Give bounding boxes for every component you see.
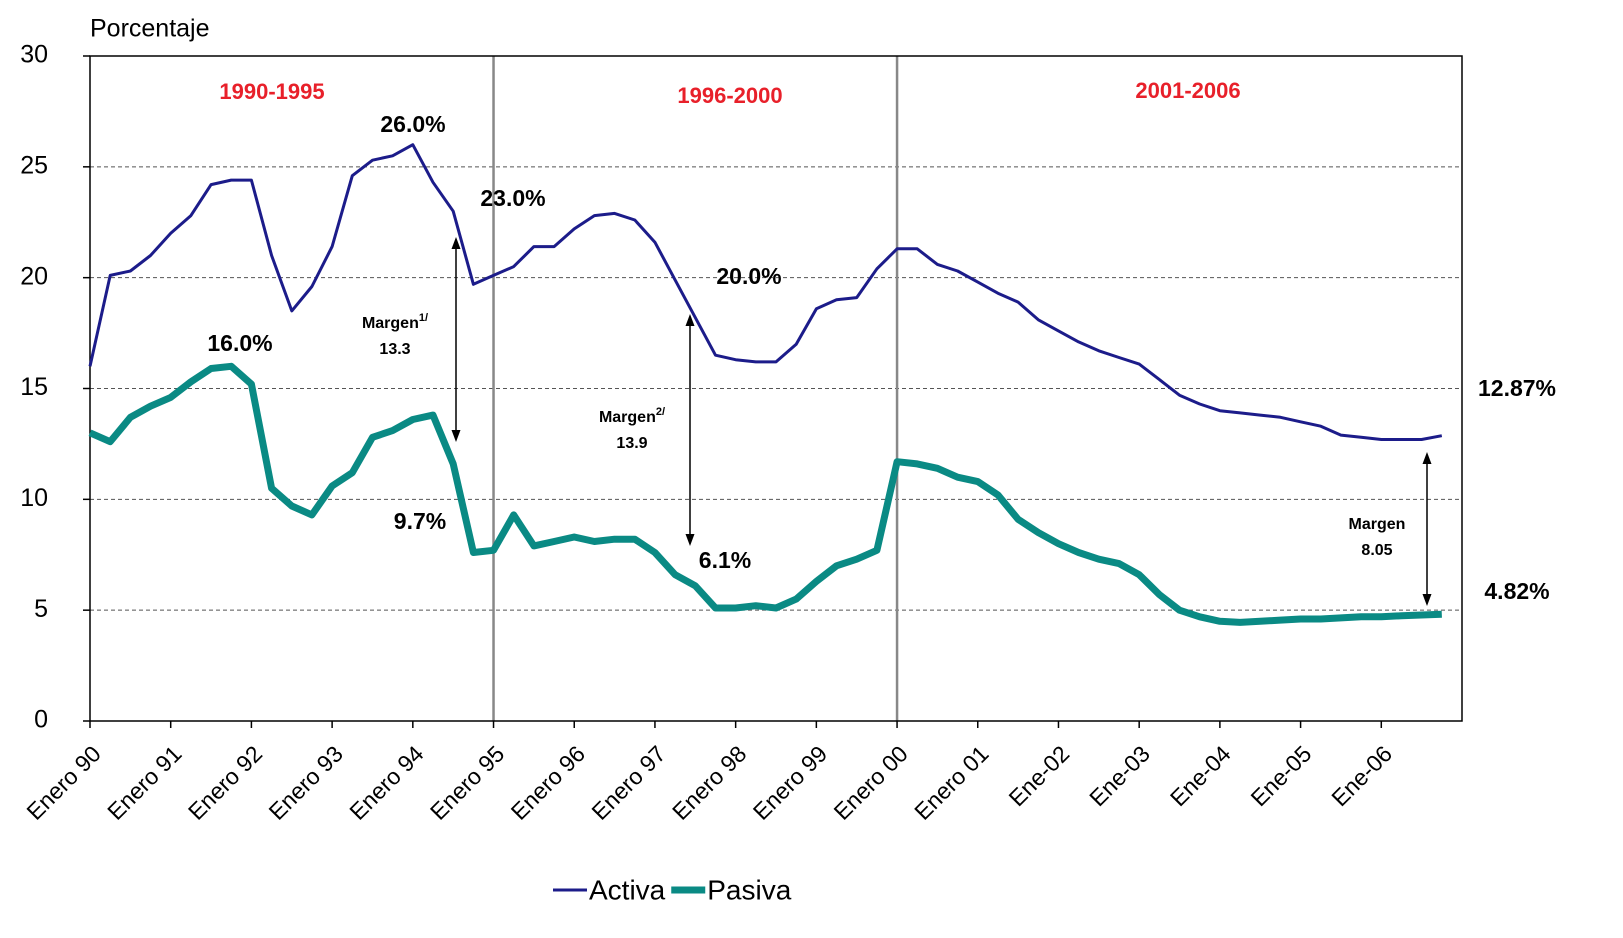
plot-border	[89, 55, 1463, 722]
x-tick-label: Enero 92	[183, 740, 267, 824]
y-tick-label: 0	[34, 706, 48, 734]
margin-label-text: Margen	[362, 315, 419, 332]
margin-label: Margen1/	[362, 312, 428, 332]
line-series	[88, 143, 1443, 441]
annotation: 20.0%	[716, 263, 781, 289]
x-tick-label: Enero 97	[586, 740, 670, 824]
y-tick-label: 5	[34, 595, 48, 623]
x-tick-label: Ene-03	[1084, 740, 1155, 811]
y-tick-label: 20	[20, 262, 48, 290]
margin-label: Margen	[1349, 516, 1406, 533]
y-axis-title: Porcentaje	[90, 15, 210, 43]
y-tick-label: 15	[20, 373, 48, 401]
margin-label: Margen2/	[599, 406, 665, 426]
x-tick-label: Enero 01	[909, 740, 993, 824]
legend-label: Activa	[589, 874, 666, 905]
y-tick-label: 25	[20, 151, 48, 179]
annotation: 6.1%	[699, 547, 751, 573]
period-label: 1990-1995	[219, 79, 324, 104]
x-tick-label: Enero 96	[506, 740, 590, 824]
x-tick-label: Ene-05	[1246, 740, 1317, 811]
period-label: 2001-2006	[1135, 78, 1240, 103]
annotation: 16.0%	[207, 330, 272, 356]
x-tick-label: Enero 94	[344, 740, 429, 825]
legend-label: Pasiva	[707, 874, 791, 905]
x-tick-label: Enero 95	[425, 740, 509, 824]
annotation: 23.0%	[480, 185, 545, 211]
x-tick-label: Enero 91	[102, 740, 186, 824]
margin-label-text: Margen	[599, 409, 656, 426]
x-tick-label: Ene-02	[1003, 740, 1074, 811]
period-label: 1996-2000	[677, 83, 782, 108]
margin-note: 1/	[419, 312, 428, 324]
annotation: 26.0%	[380, 111, 445, 137]
margin-label-text: Margen	[1349, 516, 1406, 533]
annotation: 12.87%	[1478, 375, 1556, 401]
y-tick-label: 30	[20, 41, 48, 69]
margin-value: 8.05	[1361, 542, 1392, 559]
x-tick-label: Enero 93	[264, 740, 348, 824]
margin-note: 2/	[656, 406, 665, 418]
x-tick-label: Enero 98	[667, 740, 751, 824]
x-tick-label: Enero 99	[748, 740, 832, 824]
x-tick-label: Enero 00	[828, 740, 912, 824]
annotation: 4.82%	[1484, 578, 1549, 604]
margin-value: 13.3	[379, 341, 410, 358]
margin-value: 13.9	[616, 435, 647, 452]
annotation: 9.7%	[394, 508, 446, 534]
x-tick-label: Ene-04	[1165, 740, 1236, 811]
x-tick-label: Enero 90	[21, 740, 105, 824]
x-tick-label: Ene-06	[1326, 740, 1397, 811]
line-series	[88, 362, 1442, 626]
y-tick-label: 10	[20, 484, 48, 512]
